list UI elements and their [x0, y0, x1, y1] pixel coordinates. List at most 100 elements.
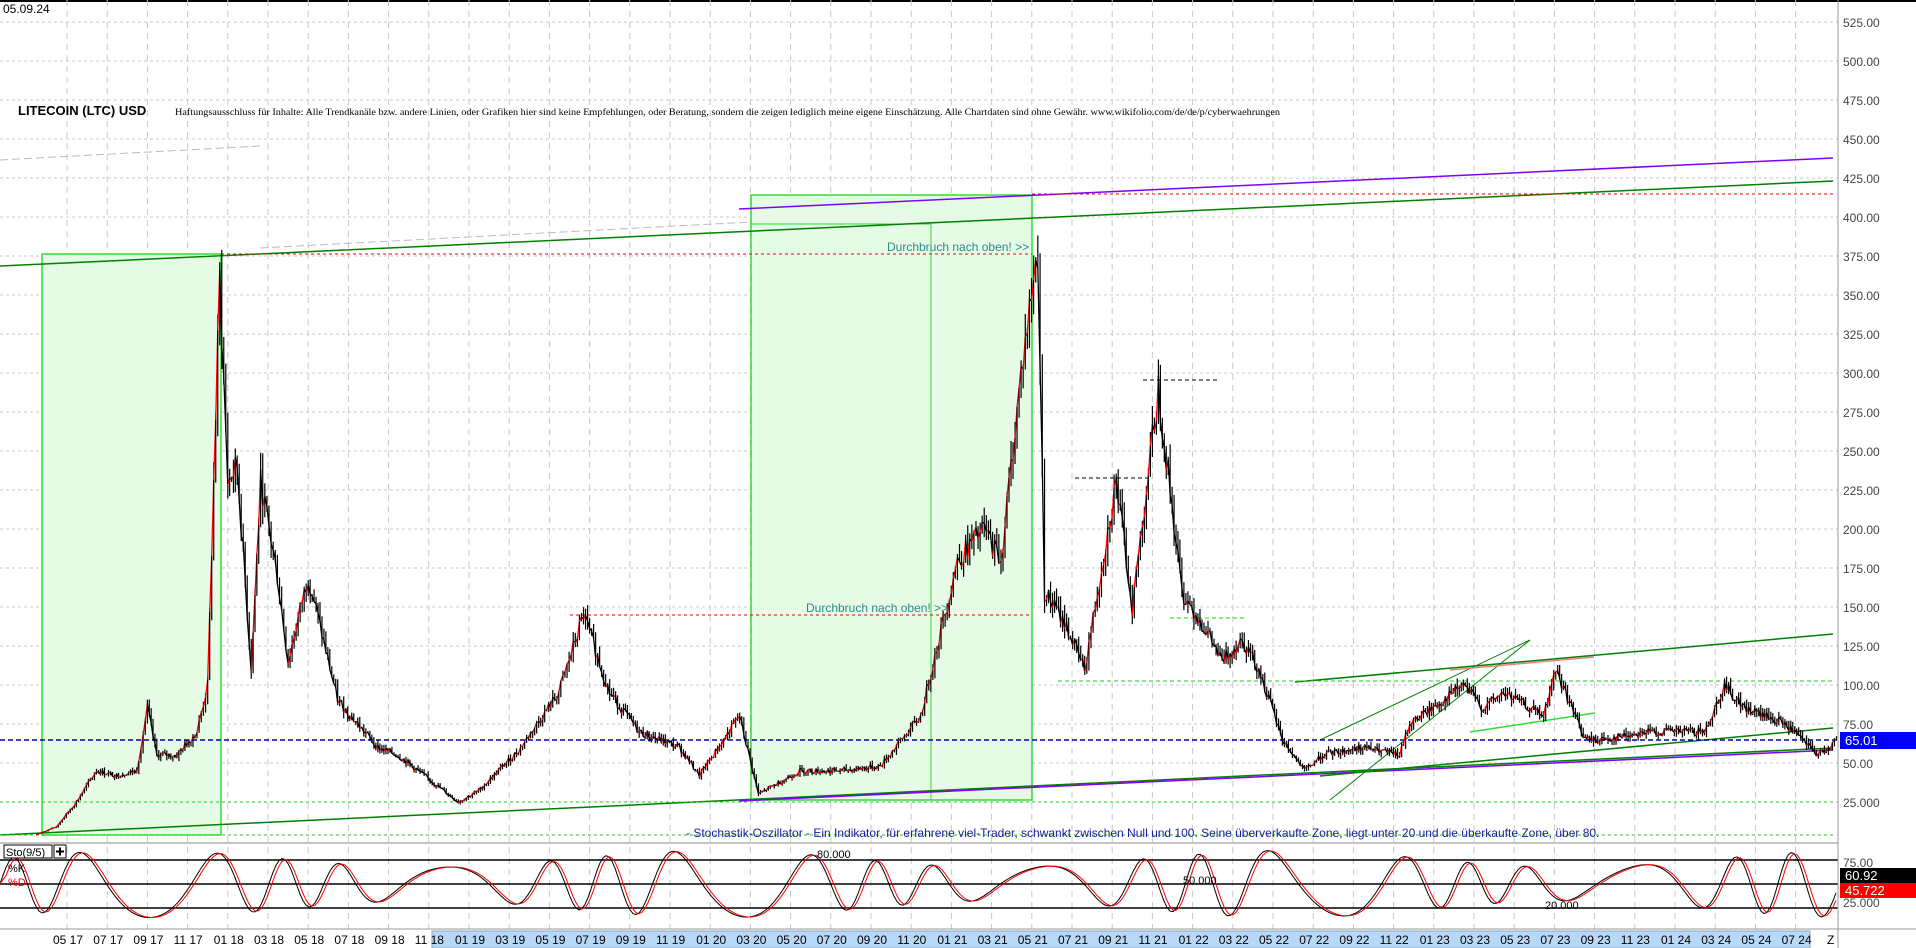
stoch-level-20-label: 20.000 — [1545, 900, 1579, 912]
x-tick-label: 03 23 — [1460, 933, 1490, 947]
pink-line — [1449, 656, 1595, 671]
y-tick-label: 100.00 — [1843, 679, 1880, 693]
y-tick-label: 150.00 — [1843, 601, 1880, 615]
rising-line-c — [1469, 712, 1596, 733]
y-tick-label: 475.00 — [1843, 94, 1880, 108]
y-tick-label: 375.00 — [1843, 250, 1880, 264]
x-tick-label: 03 24 — [1701, 933, 1731, 947]
x-tick-label: 05 22 — [1259, 933, 1289, 947]
y-tick-label: 25.000 — [1843, 796, 1880, 810]
x-tick-label: 09 18 — [375, 933, 405, 947]
x-tick-label: 07 22 — [1299, 933, 1329, 947]
x-tick-label: 05 21 — [1018, 933, 1048, 947]
y-axis: 25.000 50.00 75.00 100.00 125.00 150.00 175.00… — [1843, 16, 1880, 810]
x-tick-label: 01 23 — [1420, 933, 1450, 947]
disclaimer: Haftungsausschluss für Inhalte: Alle Tre… — [175, 107, 1280, 117]
x-tick-label: 01 20 — [696, 933, 726, 947]
x-tick-label: 01 21 — [937, 933, 967, 947]
x-tick-label: 03 22 — [1219, 933, 1249, 947]
lower-green-trendline — [0, 747, 1834, 836]
x-tick-label: 11 20 — [897, 933, 926, 947]
x-axis-highlight — [431, 930, 1811, 948]
x-tick-label: 05 17 — [53, 933, 83, 947]
x-tick-label: 05 24 — [1741, 933, 1771, 947]
stoch-title-box[interactable] — [3, 844, 53, 859]
breakout-label-2: Durchbruch nach oben! >> — [806, 601, 948, 615]
y-tick-label: 275.00 — [1843, 406, 1880, 420]
current-price-value: 65.01 — [1845, 733, 1878, 748]
x-axis: 05 17 07 17 09 17 11 17 01 18 03 18 05 18 07 18… — [53, 933, 1812, 947]
stoch-d-line — [0, 850, 1837, 919]
x-tick-label: 03 21 — [978, 933, 1008, 947]
x-tick-label: 07 17 — [93, 933, 123, 947]
breakout-label-1: Durchbruch nach oben! >> — [887, 240, 1029, 254]
x-tick-label: 01 24 — [1661, 933, 1691, 947]
stoch-axis-25: 25.000 — [1843, 896, 1880, 910]
x-axis-end-label[interactable]: Z — [1827, 933, 1834, 947]
stochastic-note: - Stochastik-Oszillator - Ein Indikator,… — [686, 826, 1599, 840]
stoch-k-label: %K — [8, 863, 26, 875]
stoch-title: Sto(9/5) — [6, 847, 45, 859]
y-tick-label: 350.00 — [1843, 289, 1880, 303]
y-tick-label: 200.00 — [1843, 523, 1880, 537]
channel-top-2022 — [1294, 633, 1834, 683]
expand-icon[interactable] — [53, 844, 67, 859]
y-tick-label: 450.00 — [1843, 133, 1880, 147]
x-tick-label: 07 18 — [334, 933, 364, 947]
upper-purple-trendline — [738, 157, 1834, 210]
stoch-level-50-label: 50.000 — [1183, 875, 1217, 887]
x-tick-label: 09 23 — [1581, 933, 1611, 947]
rising-line-b — [1329, 639, 1531, 801]
x-tick-label: 07 23 — [1540, 933, 1570, 947]
x-tick-label: 09 20 — [857, 933, 887, 947]
gray-trendline-2 — [259, 221, 752, 249]
x-tick-label: 05 18 — [294, 933, 324, 947]
x-tick-label: 09 22 — [1339, 933, 1369, 947]
accumulation-zone-2020 — [750, 194, 1033, 801]
y-tick-label: 250.00 — [1843, 445, 1880, 459]
y-tick-label: 425.00 — [1843, 172, 1880, 186]
x-tick-label: 09 21 — [1098, 933, 1128, 947]
y-tick-label: 50.00 — [1843, 757, 1873, 771]
x-tick-label: 05 19 — [535, 933, 565, 947]
date-label: 05.09.24 — [3, 2, 50, 16]
x-tick-label: 11 22 — [1380, 933, 1409, 947]
x-tick-label: 11 18 — [415, 933, 444, 947]
upper-green-trendline — [0, 180, 1834, 267]
x-tick-label: 07 20 — [817, 933, 847, 947]
x-tick-label: 05 20 — [777, 933, 807, 947]
x-tick-label: 07 19 — [576, 933, 606, 947]
x-tick-label: 11 19 — [656, 933, 685, 947]
x-tick-label: 09 17 — [133, 933, 163, 947]
x-tick-label: 09 19 — [616, 933, 646, 947]
x-tick-label: 01 18 — [214, 933, 244, 947]
x-tick-label: 03 19 — [495, 933, 525, 947]
y-tick-label: 175.00 — [1843, 562, 1880, 576]
price-series — [35, 235, 1838, 836]
rising-line-a — [1319, 639, 1531, 741]
x-tick-label: 05 23 — [1500, 933, 1530, 947]
lower-purple-trendline — [738, 749, 1834, 802]
x-tick-label: 03 18 — [254, 933, 284, 947]
y-tick-label: 125.00 — [1843, 640, 1880, 654]
y-tick-label: 525.00 — [1843, 16, 1880, 30]
stoch-axis-75: 75.00 — [1843, 856, 1873, 870]
stoch-d-value: 45.722 — [1845, 883, 1885, 898]
y-tick-label: 75.00 — [1843, 718, 1873, 732]
stochastic-series — [0, 850, 1837, 919]
x-tick-label: 01 19 — [455, 933, 485, 947]
stoch-k-value: 60.92 — [1845, 868, 1878, 883]
y-tick-label: 400.00 — [1843, 211, 1880, 225]
chart-title: LITECOIN (LTC) USD — [18, 103, 146, 118]
stoch-level-80-label: 80.000 — [817, 849, 851, 861]
y-tick-label: 325.00 — [1843, 328, 1880, 342]
y-tick-label: 300.00 — [1843, 367, 1880, 381]
channel-mid-2022 — [1319, 727, 1834, 777]
x-tick-label: 01 22 — [1179, 933, 1209, 947]
x-tick-label: 07 24 — [1782, 933, 1812, 947]
x-tick-label: 03 20 — [736, 933, 766, 947]
accumulation-zone-2017 — [41, 253, 222, 836]
x-tick-label: 07 21 — [1058, 933, 1088, 947]
x-tick-label: 11 17 — [174, 933, 203, 947]
